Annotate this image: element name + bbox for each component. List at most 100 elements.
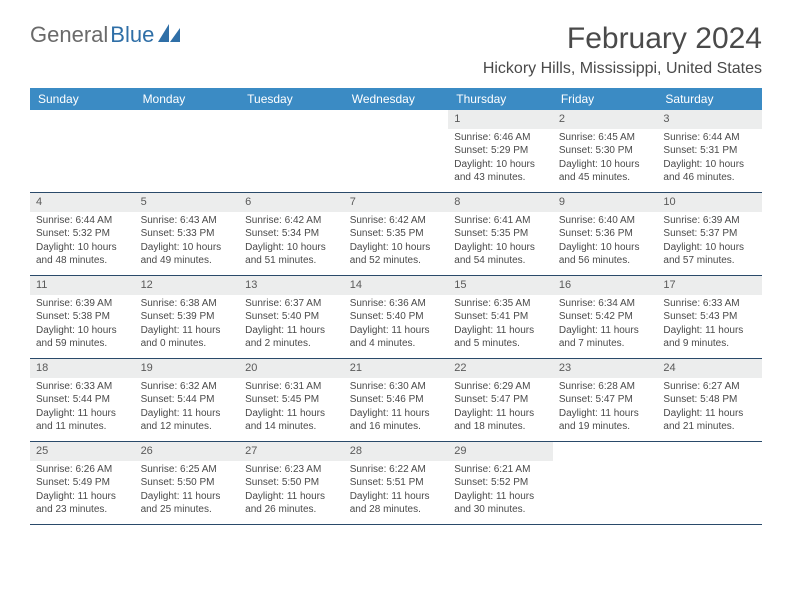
sunset-text: Sunset: 5:40 PM	[350, 310, 443, 324]
sunrise-text: Sunrise: 6:33 AM	[36, 380, 129, 394]
day-cell: 2Sunrise: 6:45 AMSunset: 5:30 PMDaylight…	[553, 110, 658, 192]
day-details: Sunrise: 6:44 AMSunset: 5:31 PMDaylight:…	[657, 129, 762, 191]
sunset-text: Sunset: 5:48 PM	[663, 393, 756, 407]
sunrise-text: Sunrise: 6:27 AM	[663, 380, 756, 394]
day-number: 26	[135, 442, 240, 461]
daylight-text: Daylight: 11 hours and 18 minutes.	[454, 407, 547, 434]
sunrise-text: Sunrise: 6:45 AM	[559, 131, 652, 145]
sunrise-text: Sunrise: 6:31 AM	[245, 380, 338, 394]
day-number: 9	[553, 193, 658, 212]
day-details: Sunrise: 6:35 AMSunset: 5:41 PMDaylight:…	[448, 295, 553, 357]
sunrise-text: Sunrise: 6:44 AM	[36, 214, 129, 228]
day-cell: 8Sunrise: 6:41 AMSunset: 5:35 PMDaylight…	[448, 193, 553, 275]
day-header-sunday: Sunday	[30, 88, 135, 110]
logo-sail-icon	[158, 22, 180, 48]
daylight-text: Daylight: 10 hours and 59 minutes.	[36, 324, 129, 351]
day-number: 12	[135, 276, 240, 295]
day-cell: 20Sunrise: 6:31 AMSunset: 5:45 PMDayligh…	[239, 359, 344, 441]
day-number: 15	[448, 276, 553, 295]
sunset-text: Sunset: 5:41 PM	[454, 310, 547, 324]
day-details: Sunrise: 6:26 AMSunset: 5:49 PMDaylight:…	[30, 461, 135, 523]
day-cell	[239, 110, 344, 192]
daylight-text: Daylight: 10 hours and 51 minutes.	[245, 241, 338, 268]
day-number: 28	[344, 442, 449, 461]
sunrise-text: Sunrise: 6:44 AM	[663, 131, 756, 145]
day-number: 17	[657, 276, 762, 295]
daylight-text: Daylight: 10 hours and 56 minutes.	[559, 241, 652, 268]
day-cell: 26Sunrise: 6:25 AMSunset: 5:50 PMDayligh…	[135, 442, 240, 524]
day-cell: 4Sunrise: 6:44 AMSunset: 5:32 PMDaylight…	[30, 193, 135, 275]
daylight-text: Daylight: 11 hours and 21 minutes.	[663, 407, 756, 434]
day-cell: 29Sunrise: 6:21 AMSunset: 5:52 PMDayligh…	[448, 442, 553, 524]
sunset-text: Sunset: 5:47 PM	[559, 393, 652, 407]
day-details: Sunrise: 6:43 AMSunset: 5:33 PMDaylight:…	[135, 212, 240, 274]
sunrise-text: Sunrise: 6:43 AM	[141, 214, 234, 228]
day-details: Sunrise: 6:31 AMSunset: 5:45 PMDaylight:…	[239, 378, 344, 440]
day-cell: 19Sunrise: 6:32 AMSunset: 5:44 PMDayligh…	[135, 359, 240, 441]
sunrise-text: Sunrise: 6:38 AM	[141, 297, 234, 311]
sunrise-text: Sunrise: 6:42 AM	[245, 214, 338, 228]
day-number: 11	[30, 276, 135, 295]
day-details: Sunrise: 6:33 AMSunset: 5:44 PMDaylight:…	[30, 378, 135, 440]
sunset-text: Sunset: 5:35 PM	[454, 227, 547, 241]
day-details: Sunrise: 6:33 AMSunset: 5:43 PMDaylight:…	[657, 295, 762, 357]
day-details: Sunrise: 6:25 AMSunset: 5:50 PMDaylight:…	[135, 461, 240, 523]
day-header-thursday: Thursday	[448, 88, 553, 110]
day-cell: 13Sunrise: 6:37 AMSunset: 5:40 PMDayligh…	[239, 276, 344, 358]
sunset-text: Sunset: 5:44 PM	[141, 393, 234, 407]
day-cell: 15Sunrise: 6:35 AMSunset: 5:41 PMDayligh…	[448, 276, 553, 358]
sunset-text: Sunset: 5:44 PM	[36, 393, 129, 407]
day-header-row: Sunday Monday Tuesday Wednesday Thursday…	[30, 88, 762, 110]
day-cell: 10Sunrise: 6:39 AMSunset: 5:37 PMDayligh…	[657, 193, 762, 275]
day-cell: 11Sunrise: 6:39 AMSunset: 5:38 PMDayligh…	[30, 276, 135, 358]
day-cell: 23Sunrise: 6:28 AMSunset: 5:47 PMDayligh…	[553, 359, 658, 441]
day-cell: 5Sunrise: 6:43 AMSunset: 5:33 PMDaylight…	[135, 193, 240, 275]
day-number: 5	[135, 193, 240, 212]
daylight-text: Daylight: 11 hours and 26 minutes.	[245, 490, 338, 517]
daylight-text: Daylight: 10 hours and 45 minutes.	[559, 158, 652, 185]
sunrise-text: Sunrise: 6:26 AM	[36, 463, 129, 477]
day-header-monday: Monday	[135, 88, 240, 110]
day-number: 24	[657, 359, 762, 378]
logo-text-general: General	[30, 22, 108, 48]
sunset-text: Sunset: 5:50 PM	[245, 476, 338, 490]
sunrise-text: Sunrise: 6:40 AM	[559, 214, 652, 228]
day-cell: 28Sunrise: 6:22 AMSunset: 5:51 PMDayligh…	[344, 442, 449, 524]
week-row: 18Sunrise: 6:33 AMSunset: 5:44 PMDayligh…	[30, 359, 762, 442]
day-cell: 3Sunrise: 6:44 AMSunset: 5:31 PMDaylight…	[657, 110, 762, 192]
sunrise-text: Sunrise: 6:42 AM	[350, 214, 443, 228]
sunset-text: Sunset: 5:47 PM	[454, 393, 547, 407]
day-cell: 27Sunrise: 6:23 AMSunset: 5:50 PMDayligh…	[239, 442, 344, 524]
day-number: 14	[344, 276, 449, 295]
daylight-text: Daylight: 10 hours and 48 minutes.	[36, 241, 129, 268]
title-block: February 2024 Hickory Hills, Mississippi…	[483, 22, 762, 78]
day-details: Sunrise: 6:39 AMSunset: 5:38 PMDaylight:…	[30, 295, 135, 357]
daylight-text: Daylight: 11 hours and 14 minutes.	[245, 407, 338, 434]
day-number: 16	[553, 276, 658, 295]
day-cell: 7Sunrise: 6:42 AMSunset: 5:35 PMDaylight…	[344, 193, 449, 275]
sunset-text: Sunset: 5:42 PM	[559, 310, 652, 324]
day-cell: 18Sunrise: 6:33 AMSunset: 5:44 PMDayligh…	[30, 359, 135, 441]
logo-text-blue: Blue	[110, 22, 154, 48]
day-details: Sunrise: 6:38 AMSunset: 5:39 PMDaylight:…	[135, 295, 240, 357]
daylight-text: Daylight: 11 hours and 19 minutes.	[559, 407, 652, 434]
day-cell: 12Sunrise: 6:38 AMSunset: 5:39 PMDayligh…	[135, 276, 240, 358]
sunrise-text: Sunrise: 6:28 AM	[559, 380, 652, 394]
sunset-text: Sunset: 5:45 PM	[245, 393, 338, 407]
day-number: 4	[30, 193, 135, 212]
daylight-text: Daylight: 11 hours and 5 minutes.	[454, 324, 547, 351]
day-number: 19	[135, 359, 240, 378]
sunset-text: Sunset: 5:31 PM	[663, 144, 756, 158]
month-title: February 2024	[483, 22, 762, 56]
day-number: 27	[239, 442, 344, 461]
daylight-text: Daylight: 11 hours and 11 minutes.	[36, 407, 129, 434]
daylight-text: Daylight: 10 hours and 57 minutes.	[663, 241, 756, 268]
day-number: 25	[30, 442, 135, 461]
day-number: 13	[239, 276, 344, 295]
daylight-text: Daylight: 11 hours and 2 minutes.	[245, 324, 338, 351]
sunrise-text: Sunrise: 6:29 AM	[454, 380, 547, 394]
sunrise-text: Sunrise: 6:46 AM	[454, 131, 547, 145]
daylight-text: Daylight: 11 hours and 28 minutes.	[350, 490, 443, 517]
daylight-text: Daylight: 10 hours and 43 minutes.	[454, 158, 547, 185]
logo: GeneralBlue	[30, 22, 180, 48]
